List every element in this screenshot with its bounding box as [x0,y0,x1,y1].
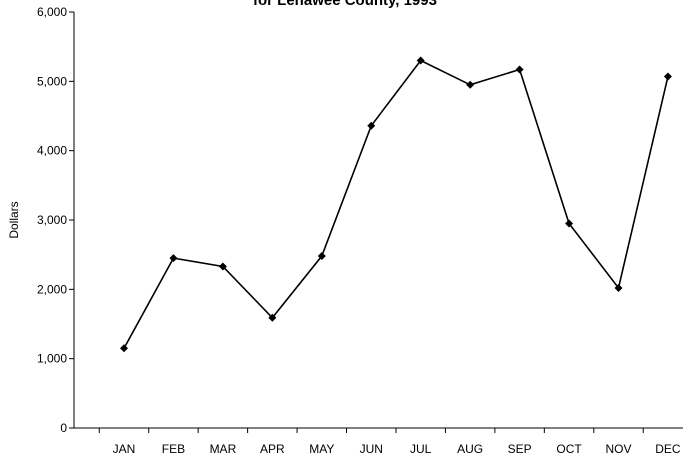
x-tick-label: APR [260,442,285,456]
data-point [120,344,128,353]
data-point [317,252,326,261]
y-axis-title: Dollars [7,201,21,238]
x-tick-label: JUN [360,442,383,456]
y-axis: 0 1,000 2,000 3,000 4,000 5,000 6,000 [37,5,75,435]
data-point [367,121,376,130]
data-point [268,313,277,322]
x-tick-label: FEB [162,442,185,456]
y-tick-label: 3,000 [37,213,67,227]
x-tick-label: NOV [605,442,631,456]
x-tick-label: SEP [508,442,532,456]
x-tick-label: AUG [457,442,483,456]
data-point [614,283,623,292]
data-point [218,262,227,271]
data-point [515,65,524,74]
data-point [663,72,672,81]
data-point [169,254,178,263]
x-tick-label: MAR [210,442,237,456]
data-point [466,80,475,89]
x-tick-label: JUL [410,442,432,456]
series-1 [120,56,672,353]
x-axis: JAN FEB MAR APR MAY JUN JUL AUG SEP OCT NOV DEC [74,427,683,456]
y-tick-label: 4,000 [37,144,67,158]
data-point [565,219,574,228]
y-tick-label: 0 [60,421,67,435]
x-tick-label: JAN [113,442,136,456]
y-tick-label: 6,000 [37,5,67,19]
x-tick-label: OCT [556,442,582,456]
y-tick-label: 1,000 [37,352,67,366]
y-tick-label: 5,000 [37,74,67,88]
series-line [123,59,669,349]
x-tick-label: MAY [309,442,334,456]
x-tick-label: DEC [655,442,681,456]
chart-title: for Lenawee County, 1993 [253,0,437,9]
y-tick-label: 2,000 [37,282,67,296]
data-point [416,56,425,65]
